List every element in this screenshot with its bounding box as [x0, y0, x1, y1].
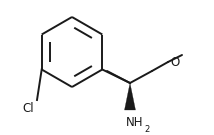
- Text: Cl: Cl: [22, 102, 34, 114]
- Polygon shape: [125, 83, 135, 110]
- Text: O: O: [170, 55, 180, 68]
- Text: NH: NH: [126, 116, 144, 129]
- Text: 2: 2: [144, 125, 149, 134]
